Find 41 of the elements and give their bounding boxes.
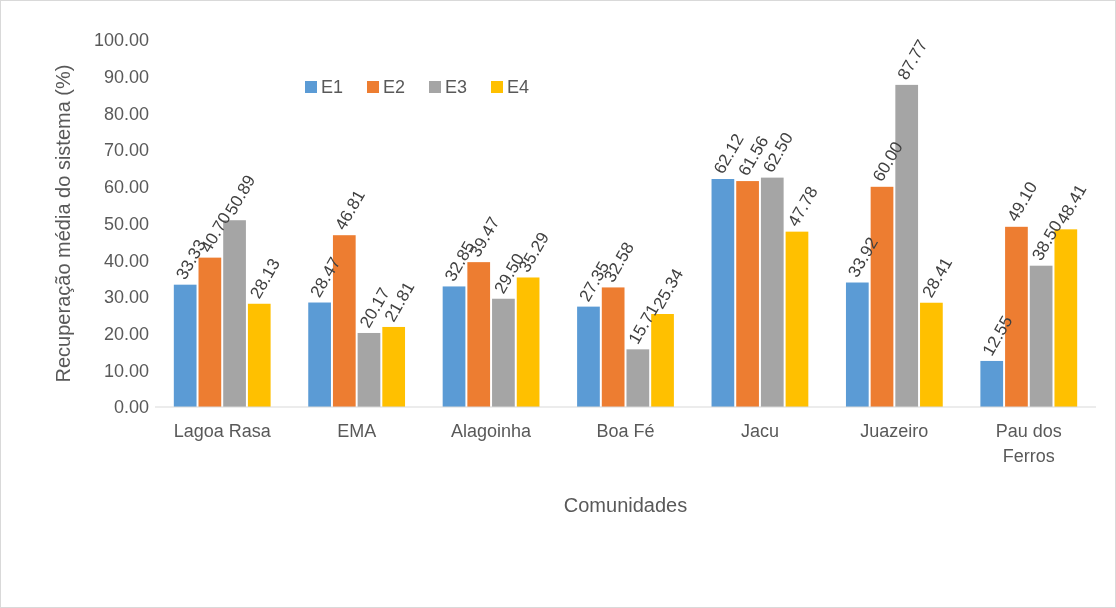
x-tick-label: Alagoinha [451,421,533,441]
bar [173,284,197,407]
x-tick-label: Juazeiro [860,421,929,441]
bar [577,306,600,407]
x-tick-label: Pau dos Ferros [995,421,1062,466]
y-tick-label: 60.00 [103,177,149,198]
bar [492,298,515,407]
y-tick-label: 10.00 [103,360,149,381]
x-tick-label: Lagoa Rasa [173,421,272,441]
bar [626,349,650,407]
y-tick-label: 30.00 [103,287,149,308]
bar [845,282,869,407]
bar [308,302,331,407]
legend-label: E1 [321,77,344,98]
y-tick-label: 50.00 [103,213,149,234]
y-tick-label: 100.00 [93,30,149,51]
bar [980,360,1004,407]
x-tick-label: EMA [337,421,377,441]
y-tick-label: 70.00 [103,140,149,161]
bar [711,179,735,407]
y-tick-label: 80.00 [103,103,149,124]
y-axis-title: Recuperação média do sistema (%) [52,64,74,383]
bar [382,326,406,407]
legend-label: E2 [383,77,406,98]
bar [760,177,784,407]
bar [1029,265,1053,407]
bar [442,286,466,407]
legend-label: E3 [445,77,468,98]
bar [920,302,943,407]
y-tick-label: 20.00 [103,323,149,344]
y-tick-label: 40.00 [103,250,149,271]
y-tick-label: 0.00 [113,397,149,418]
bar [785,231,809,407]
x-axis-title: Comunidades [563,494,688,516]
y-tick-label: 90.00 [103,67,149,87]
bar [357,332,381,407]
x-tick-label: Boa Fé [596,421,655,441]
bar [247,303,271,407]
legend-label: E4 [507,77,530,98]
x-tick-label: Jacu [740,421,779,441]
bar [736,181,759,407]
